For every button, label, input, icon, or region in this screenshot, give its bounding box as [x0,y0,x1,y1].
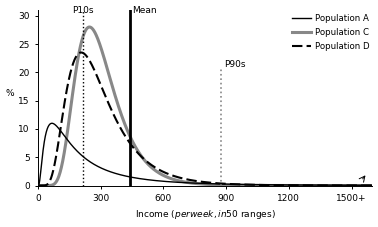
Text: Mean: Mean [132,6,156,15]
Legend: Population A, Population C, Population D: Population A, Population C, Population D [290,12,372,52]
Text: P90s: P90s [224,60,246,69]
Text: P10s: P10s [72,6,93,15]
X-axis label: Income ($ per week, in $50 ranges): Income ($ per week, in $50 ranges) [135,208,276,222]
Y-axis label: %: % [6,89,14,98]
